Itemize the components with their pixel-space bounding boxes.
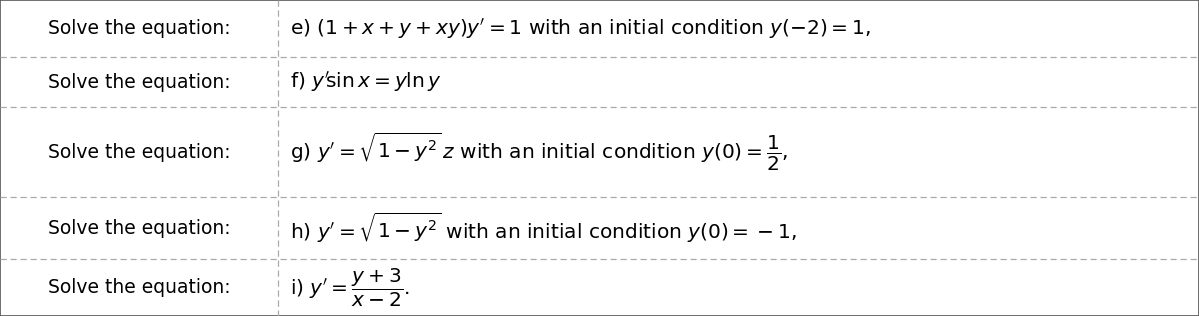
Text: f) $y'\!\sin x = y\ln y$: f) $y'\!\sin x = y\ln y$	[290, 70, 442, 94]
Text: Solve the equation:: Solve the equation:	[48, 143, 230, 161]
Text: Solve the equation:: Solve the equation:	[48, 19, 230, 38]
Text: Solve the equation:: Solve the equation:	[48, 278, 230, 297]
Text: e) $(1+x+y+xy)y'=1$ with an initial condition $y(-2)=1$,: e) $(1+x+y+xy)y'=1$ with an initial cond…	[290, 16, 872, 40]
Text: h) $y' = \sqrt{1-y^2}$ with an initial condition $y(0) = -1,$: h) $y' = \sqrt{1-y^2}$ with an initial c…	[290, 211, 797, 245]
Text: g) $y' = \sqrt{1-y^2}\,z$ with an initial condition $y(0) = \dfrac{1}{2},$: g) $y' = \sqrt{1-y^2}\,z$ with an initia…	[290, 131, 789, 173]
Text: i) $y' = \dfrac{y+3}{x-2}.$: i) $y' = \dfrac{y+3}{x-2}.$	[290, 266, 410, 309]
Text: Solve the equation:: Solve the equation:	[48, 72, 230, 92]
Text: Solve the equation:: Solve the equation:	[48, 218, 230, 238]
